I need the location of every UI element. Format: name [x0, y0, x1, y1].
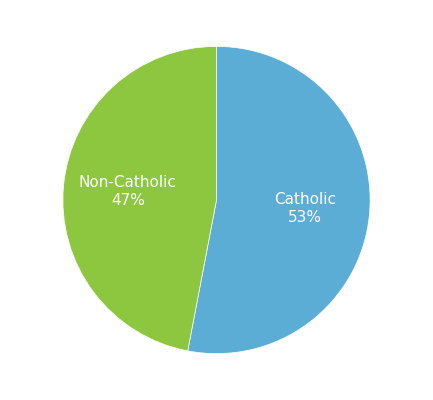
Wedge shape [188, 46, 370, 354]
Text: Non-Catholic
47%: Non-Catholic 47% [79, 176, 177, 208]
Wedge shape [63, 46, 216, 351]
Text: Catholic
53%: Catholic 53% [274, 192, 336, 224]
